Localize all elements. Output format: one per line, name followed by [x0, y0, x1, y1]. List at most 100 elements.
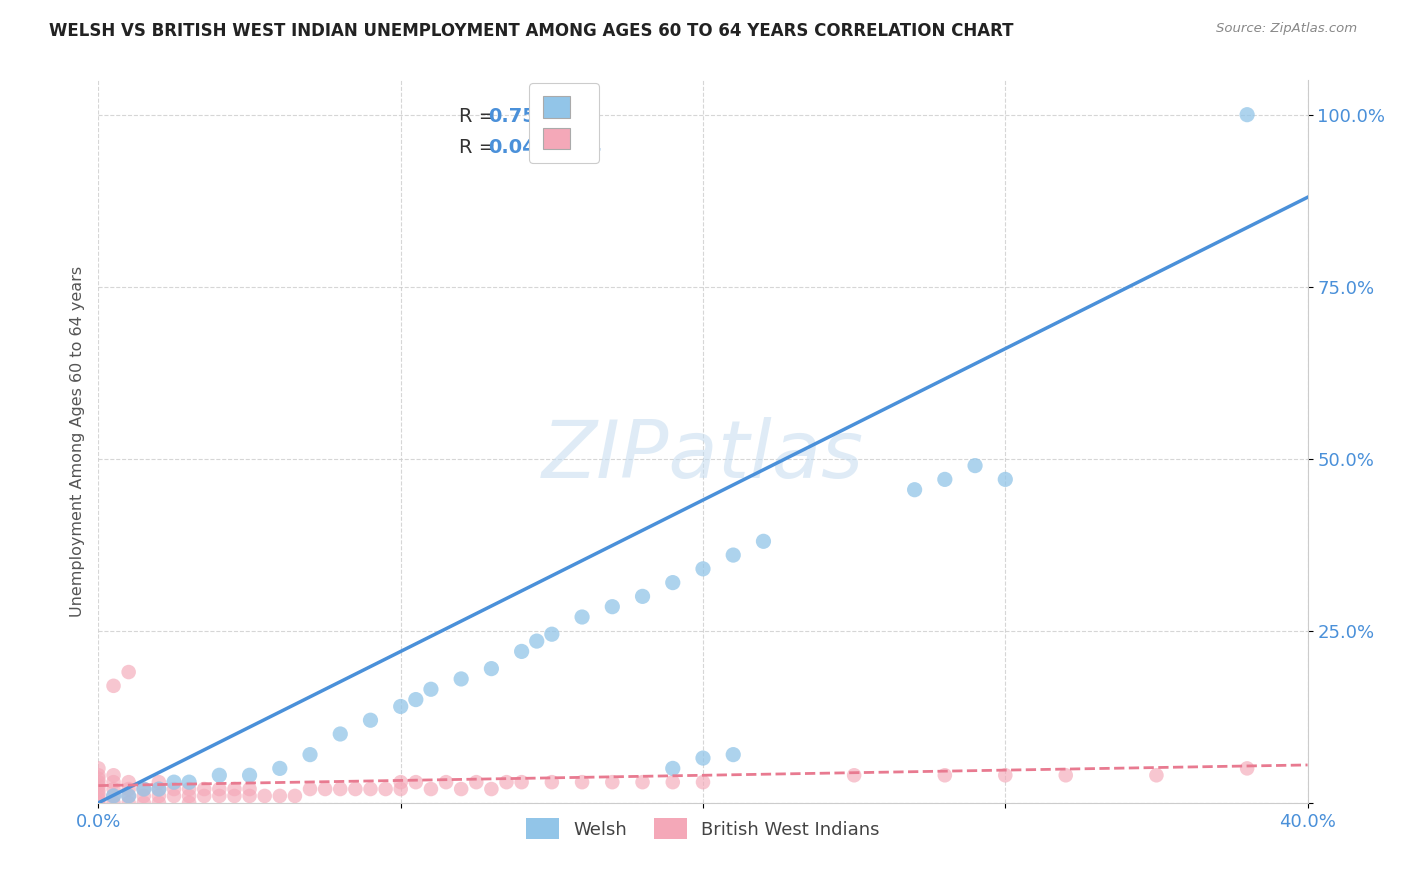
Point [132, 796, 155, 810]
Point [495, 775, 517, 789]
Point [344, 782, 367, 797]
Point [661, 775, 683, 789]
Point [360, 782, 382, 797]
Point [692, 562, 714, 576]
Text: N =: N = [537, 107, 591, 126]
Point [434, 775, 457, 789]
Point [994, 472, 1017, 486]
Point [193, 789, 215, 803]
Point [465, 775, 488, 789]
Point [450, 672, 472, 686]
Point [132, 782, 155, 797]
Point [118, 665, 141, 679]
Point [329, 782, 352, 797]
Point [148, 782, 170, 797]
Point [631, 590, 654, 604]
Point [253, 789, 276, 803]
Point [179, 775, 201, 789]
Point [132, 789, 155, 803]
Point [87, 772, 110, 786]
Point [103, 775, 125, 789]
Point [179, 782, 201, 797]
Point [148, 775, 170, 789]
Point [163, 782, 186, 797]
Point [179, 789, 201, 803]
Point [118, 789, 141, 803]
Point [571, 610, 593, 624]
Text: WELSH VS BRITISH WEST INDIAN UNEMPLOYMENT AMONG AGES 60 TO 64 YEARS CORRELATION : WELSH VS BRITISH WEST INDIAN UNEMPLOYMEN… [49, 22, 1014, 40]
Point [360, 713, 382, 727]
Point [389, 782, 412, 797]
Point [103, 789, 125, 803]
Text: 0.752: 0.752 [488, 107, 550, 126]
Text: 0.046: 0.046 [488, 137, 550, 156]
Point [631, 775, 654, 789]
Point [118, 775, 141, 789]
Point [420, 782, 443, 797]
Text: Source: ZipAtlas.com: Source: ZipAtlas.com [1216, 22, 1357, 36]
Text: 36: 36 [575, 107, 602, 126]
Point [314, 782, 336, 797]
Point [87, 775, 110, 789]
Point [132, 782, 155, 797]
Point [103, 768, 125, 782]
Point [510, 775, 533, 789]
Point [148, 782, 170, 797]
Point [87, 796, 110, 810]
Point [723, 747, 745, 762]
Point [540, 627, 562, 641]
Point [510, 644, 533, 658]
Point [571, 775, 593, 789]
Point [405, 692, 427, 706]
Point [208, 782, 231, 797]
Point [87, 779, 110, 793]
Point [934, 472, 956, 486]
Point [723, 548, 745, 562]
Point [661, 575, 683, 590]
Point [450, 782, 472, 797]
Point [389, 699, 412, 714]
Point [389, 775, 412, 789]
Point [1236, 761, 1258, 775]
Point [193, 782, 215, 797]
Point [118, 782, 141, 797]
Text: N =: N = [537, 137, 591, 156]
Point [87, 768, 110, 782]
Point [239, 782, 262, 797]
Point [224, 789, 246, 803]
Point [87, 785, 110, 799]
Point [87, 789, 110, 803]
Point [179, 796, 201, 810]
Point [1236, 108, 1258, 122]
Point [1054, 768, 1077, 782]
Point [299, 747, 322, 762]
Legend: Welsh, British West Indians: Welsh, British West Indians [517, 809, 889, 848]
Point [103, 796, 125, 810]
Text: R =: R = [458, 107, 499, 126]
Point [692, 751, 714, 765]
Point [405, 775, 427, 789]
Point [692, 775, 714, 789]
Point [374, 782, 396, 797]
Point [994, 768, 1017, 782]
Point [224, 782, 246, 797]
Text: ZIPatlas: ZIPatlas [541, 417, 865, 495]
Text: R =: R = [458, 137, 499, 156]
Point [904, 483, 927, 497]
Point [602, 599, 624, 614]
Point [844, 768, 866, 782]
Point [239, 789, 262, 803]
Point [208, 789, 231, 803]
Point [526, 634, 548, 648]
Point [103, 782, 125, 797]
Point [602, 775, 624, 789]
Point [284, 789, 307, 803]
Point [163, 775, 186, 789]
Point [1144, 768, 1167, 782]
Point [118, 789, 141, 803]
Point [299, 782, 322, 797]
Point [163, 789, 186, 803]
Point [87, 782, 110, 797]
Point [965, 458, 987, 473]
Point [87, 792, 110, 806]
